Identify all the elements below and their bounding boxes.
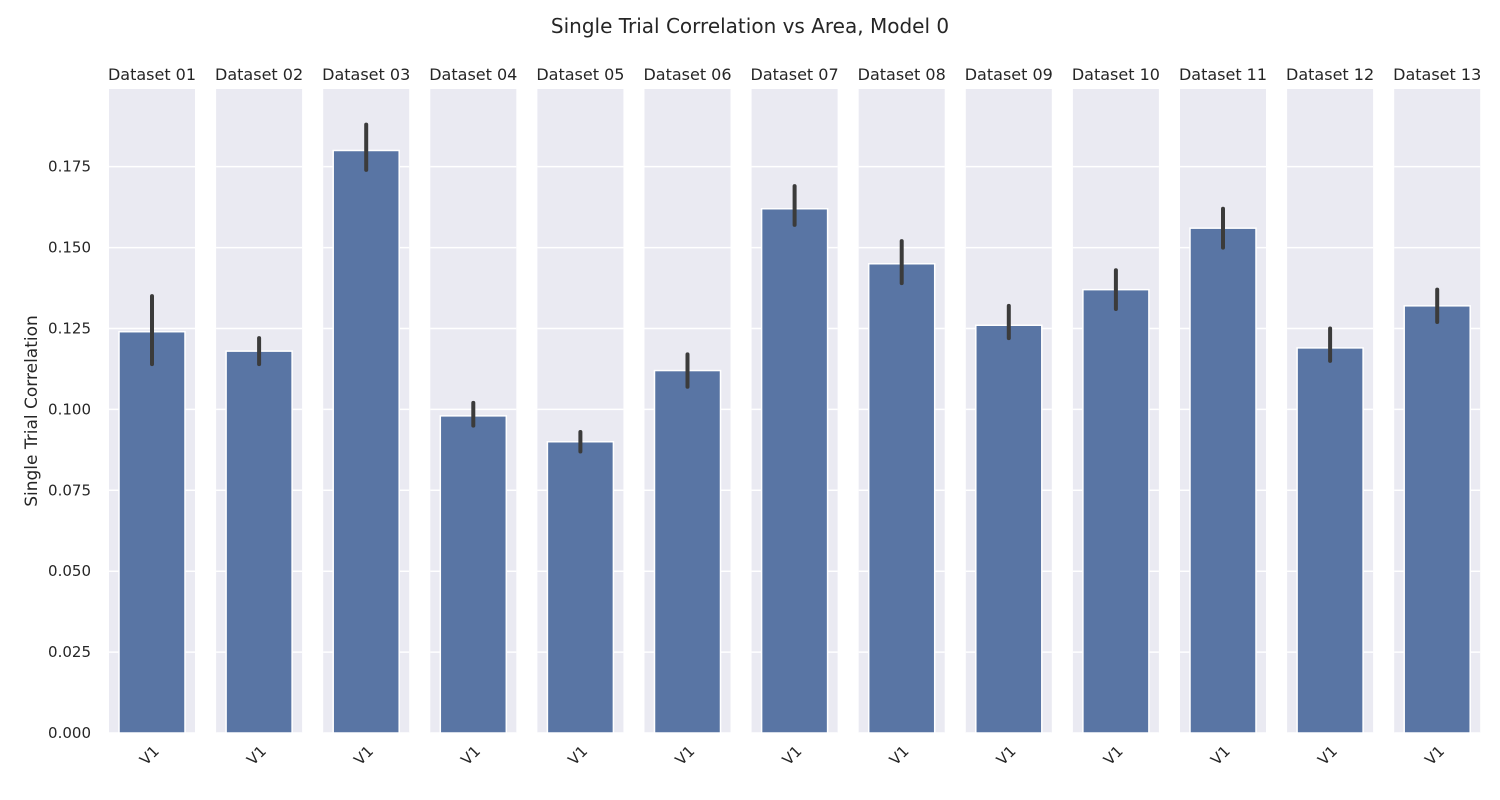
y-tick-label: 0.100 <box>48 400 91 418</box>
panel-title: Dataset 04 <box>429 65 517 84</box>
x-tick-label: V1 <box>243 742 270 769</box>
panel-title: Dataset 05 <box>536 65 624 84</box>
panel-title: Dataset 08 <box>858 65 946 84</box>
facet-panel: Dataset 11 V1 <box>1179 65 1267 769</box>
bar <box>118 330 186 734</box>
panel-title: Dataset 06 <box>643 65 731 84</box>
facet-panel: Dataset 12 V1 <box>1286 65 1374 769</box>
panel-title: Dataset 03 <box>322 65 410 84</box>
x-tick-label: V1 <box>564 742 591 769</box>
facet-panel: Dataset 07 V1 <box>751 65 839 769</box>
panel-title: Dataset 07 <box>751 65 839 84</box>
panel-title: Dataset 09 <box>965 65 1053 84</box>
x-tick-label: V1 <box>1207 742 1234 769</box>
panel-title: Dataset 13 <box>1393 65 1481 84</box>
facet-panel: Dataset 04 V1 <box>429 65 517 769</box>
bar <box>225 350 293 734</box>
bar <box>867 263 936 734</box>
y-axis-ticks: 0.000 0.025 0.050 0.075 0.100 0.125 0.150 0.175 <box>48 158 91 742</box>
facet-panel: Dataset 06 V1 <box>643 65 731 769</box>
x-tick-label: V1 <box>136 742 163 769</box>
panel-title: Dataset 10 <box>1072 65 1160 84</box>
x-tick-label: V1 <box>1100 742 1127 769</box>
bar <box>546 440 615 734</box>
bar <box>760 207 829 734</box>
x-tick-label: V1 <box>1314 742 1341 769</box>
x-tick-label: V1 <box>457 742 484 769</box>
x-tick-label: V1 <box>350 742 377 769</box>
y-tick-label: 0.025 <box>48 643 91 661</box>
bar <box>1403 305 1471 734</box>
facet-panel: Dataset 09 V1 <box>965 65 1053 769</box>
bar <box>975 324 1043 734</box>
bar <box>332 149 400 734</box>
x-tick-label: V1 <box>886 742 913 769</box>
y-tick-label: 0.175 <box>48 158 91 176</box>
facet-panel: Dataset 01 V1 <box>108 65 196 769</box>
bar <box>439 415 508 734</box>
x-tick-label: V1 <box>672 742 699 769</box>
x-tick-label: V1 <box>993 742 1020 769</box>
x-tick-label: V1 <box>779 742 806 769</box>
facet-panel: Dataset 02 V1 <box>215 65 303 769</box>
y-tick-label: 0.150 <box>48 239 91 257</box>
panel-title: Dataset 11 <box>1179 65 1267 84</box>
bar <box>1082 288 1150 734</box>
facet-panel: Dataset 03 V1 <box>322 65 410 769</box>
facet-panel: Dataset 13 V1 <box>1393 65 1481 769</box>
y-tick-label: 0.075 <box>48 481 91 499</box>
facet-panel: Dataset 10 V1 <box>1072 65 1160 769</box>
bar <box>1296 347 1364 734</box>
panel-title: Dataset 01 <box>108 65 196 84</box>
x-tick-label: V1 <box>1421 742 1448 769</box>
bar <box>1189 227 1257 734</box>
y-axis-label: Single Trial Correlation <box>22 315 42 507</box>
y-tick-label: 0.000 <box>48 724 91 742</box>
facet-panel: Dataset 05 V1 <box>536 65 624 769</box>
bar <box>653 369 722 734</box>
y-tick-label: 0.050 <box>48 562 91 580</box>
facet-panel: Dataset 08 V1 <box>858 65 946 769</box>
panel-title: Dataset 12 <box>1286 65 1374 84</box>
y-tick-label: 0.125 <box>48 319 91 337</box>
chart-title: Single Trial Correlation vs Area, Model … <box>551 14 949 38</box>
panel-title: Dataset 02 <box>215 65 303 84</box>
